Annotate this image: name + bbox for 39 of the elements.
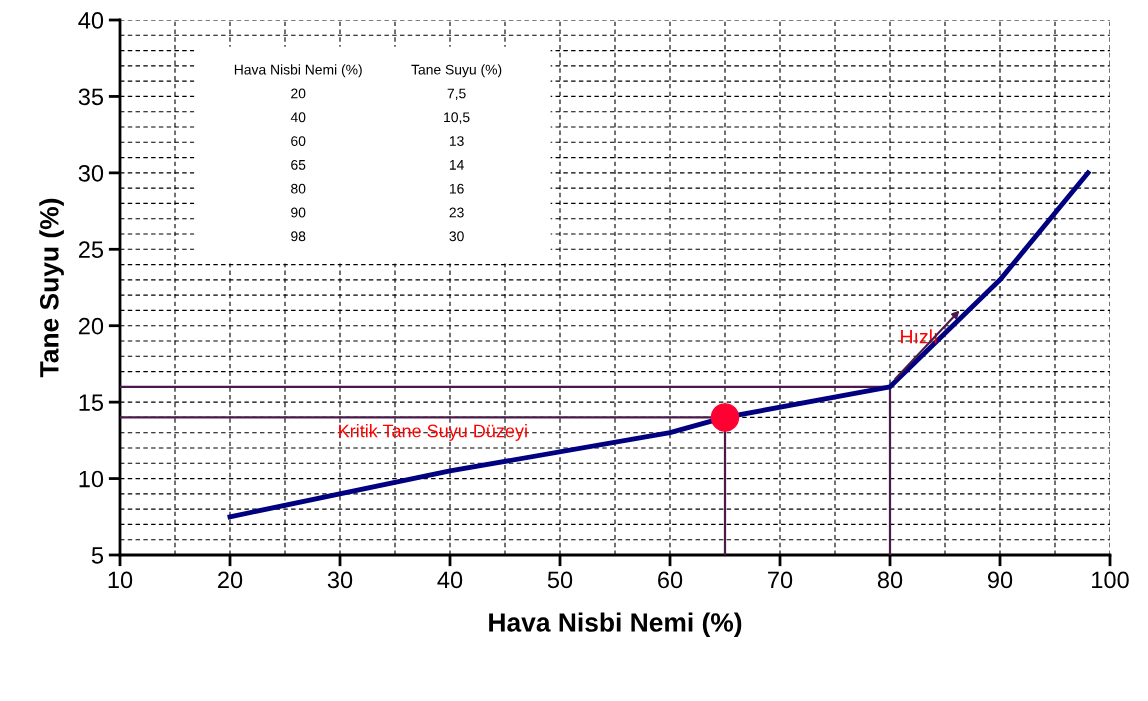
- y-tick-label: 25: [78, 241, 104, 259]
- annotation: 13: [449, 136, 464, 146]
- x-tick-label: 80: [877, 571, 903, 589]
- annotation: 40: [290, 112, 306, 123]
- annotation: 98: [291, 231, 306, 242]
- y-tick-label: 10: [79, 470, 104, 488]
- y-tick-label: 15: [79, 394, 104, 411]
- x-tick-label: 20: [218, 571, 243, 589]
- annotation: 10,5: [444, 112, 470, 124]
- annotation: 60: [291, 136, 306, 146]
- y-tick-label: 20: [78, 317, 104, 335]
- x-tick-label: 30: [327, 571, 353, 589]
- annotation: 65: [291, 159, 306, 170]
- x-tick-label: 70: [768, 571, 793, 589]
- annotation: Hızlı: [901, 329, 937, 344]
- x-tick-label: 40: [437, 571, 463, 589]
- x-tick-label: 100: [1092, 571, 1129, 589]
- x-tick-label: 90: [987, 571, 1013, 589]
- annotation: 20: [291, 88, 306, 99]
- annotation: 80: [291, 183, 306, 194]
- annotation: 90: [291, 207, 306, 218]
- annotation: Kritik Tane Suyu Düzeyi: [339, 424, 527, 441]
- annotation: 23: [449, 207, 464, 218]
- y-tick-label: 40: [78, 12, 104, 29]
- x-tick-label: 60: [658, 571, 683, 589]
- y-tick-label: 35: [78, 88, 104, 106]
- y-axis-title: Tane Suyu (%): [39, 198, 64, 378]
- annotation: Tane Suyu (%): [411, 64, 502, 78]
- annotation: 14: [449, 160, 464, 170]
- annotation: 30: [449, 231, 464, 242]
- annotation: 7,5: [447, 88, 466, 100]
- annotation: Hava Nisbi Nemi (%): [234, 64, 362, 78]
- x-tick-label: 10: [108, 571, 133, 589]
- annotation: 16: [449, 183, 464, 194]
- x-axis-title: Hava Nisbi Nemi (%): [489, 612, 742, 638]
- x-tick-label: 50: [547, 571, 573, 589]
- y-tick-label: 30: [78, 164, 104, 182]
- line-series: [227, 170, 1091, 520]
- y-tick-label: 5: [91, 547, 104, 564]
